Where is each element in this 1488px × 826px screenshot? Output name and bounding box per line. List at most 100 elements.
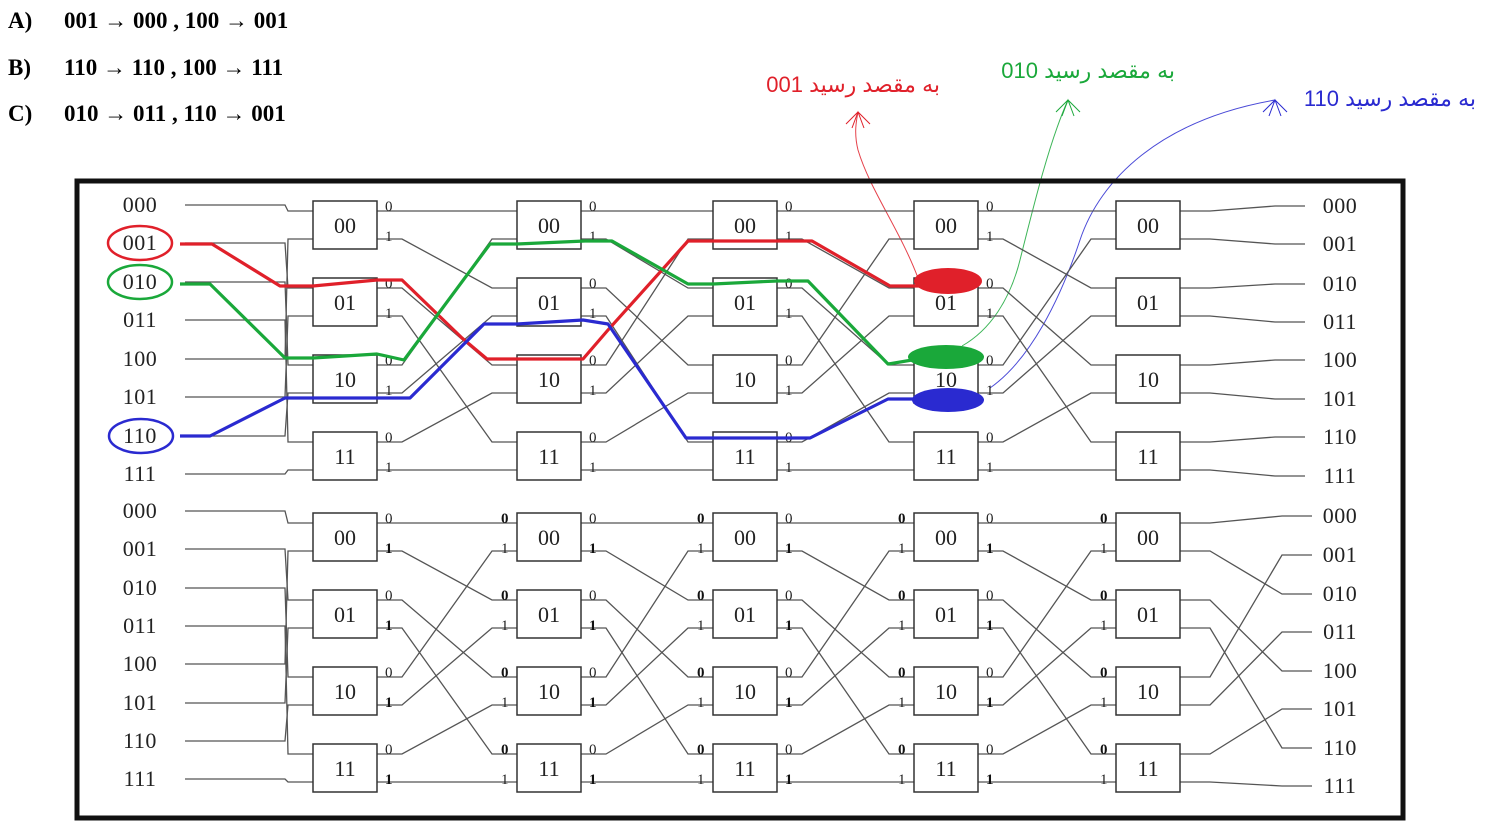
option-text: 110 → 110 , 100 → 111 — [64, 55, 283, 80]
switch-label: 01 — [935, 602, 957, 627]
port-label: 1 — [501, 541, 509, 557]
output-address-label: 011 — [1323, 619, 1357, 644]
switch-label: 11 — [538, 756, 559, 781]
input-address-label: 100 — [123, 346, 158, 371]
input-address-label: 001 — [123, 230, 158, 255]
port-label: 1 — [785, 695, 793, 711]
option-letter: C) — [8, 101, 32, 126]
port-label: 1 — [385, 383, 393, 399]
port-label: 0 — [986, 199, 994, 215]
switch-box — [913, 589, 979, 639]
switch-label: 01 — [935, 290, 957, 315]
port-label: 0 — [589, 430, 597, 446]
port-label: 0 — [589, 588, 597, 604]
shuffle-wire — [777, 315, 914, 443]
input-address-label: 000 — [123, 498, 158, 523]
switch-box — [712, 512, 778, 562]
port-label: 0 — [785, 588, 793, 604]
switch-label: 10 — [538, 367, 560, 392]
shuffle-wire — [777, 392, 914, 443]
switch-label: 10 — [1137, 367, 1159, 392]
port-label: 1 — [589, 618, 597, 634]
switch-label: 11 — [935, 756, 956, 781]
shuffle-wire — [777, 550, 914, 601]
switch-label: 00 — [1137, 525, 1159, 550]
shuffle-wire — [777, 704, 914, 755]
switch-box — [913, 512, 979, 562]
port-label: 0 — [986, 588, 994, 604]
output-wire — [1180, 359, 1305, 366]
port-label: 1 — [986, 618, 994, 634]
port-label: 0 — [385, 430, 393, 446]
shuffle-wire — [978, 392, 1116, 443]
switch-label: 00 — [334, 525, 356, 550]
switch-box — [1115, 277, 1181, 327]
output-wire — [1180, 631, 1312, 706]
input-address-label: 010 — [123, 269, 158, 294]
port-label: 1 — [1100, 772, 1108, 788]
port-label: 1 — [1100, 618, 1108, 634]
switch-label: 10 — [538, 679, 560, 704]
port-label: 0 — [785, 665, 793, 681]
destination-marker-110 — [912, 388, 984, 412]
shuffle-wire — [777, 550, 914, 678]
switch-label: 10 — [935, 367, 957, 392]
port-label: 0 — [501, 742, 509, 758]
shuffle-wire — [185, 242, 313, 289]
input-address-label: 011 — [123, 307, 157, 332]
switch-label: 11 — [935, 444, 956, 469]
annotation-text: 001 به مقصد رسید — [766, 72, 940, 97]
port-label: 0 — [898, 665, 906, 681]
output-address-label: 111 — [1324, 773, 1357, 798]
port-label: 0 — [697, 511, 705, 527]
shuffle-wire — [377, 238, 517, 289]
port-label: 1 — [589, 383, 597, 399]
port-label: 0 — [385, 511, 393, 527]
port-label: 0 — [501, 665, 509, 681]
input-address-label: 110 — [123, 423, 157, 448]
output-wire — [1180, 599, 1312, 672]
switch-box — [312, 666, 378, 716]
shuffle-wire — [377, 287, 517, 366]
port-label: 0 — [986, 430, 994, 446]
input-address-label: 101 — [123, 384, 158, 409]
port-label: 0 — [986, 742, 994, 758]
switch-box — [516, 277, 582, 327]
switch-box — [312, 589, 378, 639]
annotation-text: 110 به مقصد رسید — [1304, 86, 1476, 111]
port-label: 0 — [589, 199, 597, 215]
path-110 — [180, 318, 930, 440]
switch-box — [1115, 743, 1181, 793]
annotation-arrow — [855, 111, 919, 279]
port-label: 0 — [501, 511, 509, 527]
shuffle-wire — [581, 287, 713, 366]
port-label: 0 — [986, 511, 994, 527]
switch-label: 11 — [334, 444, 355, 469]
output-address-label: 011 — [1323, 309, 1357, 334]
input-address-label: 110 — [123, 728, 157, 753]
shuffle-wire — [185, 204, 313, 212]
switch-box — [913, 666, 979, 716]
output-address-label: 111 — [1324, 463, 1357, 488]
switch-label: 00 — [538, 525, 560, 550]
switch-box — [1115, 200, 1181, 250]
switch-box — [1115, 512, 1181, 562]
annotation-text: 010 به مقصد رسید — [1001, 58, 1175, 83]
output-wire — [1180, 283, 1305, 289]
port-label: 1 — [986, 306, 994, 322]
option-text: 001 → 000 , 100 → 001 — [64, 8, 288, 33]
shuffle-wire — [777, 287, 914, 366]
port-label: 0 — [785, 742, 793, 758]
arrow-head-icon — [845, 110, 871, 129]
shuffle-wire — [777, 238, 914, 366]
switch-box — [913, 431, 979, 481]
arrow-head-icon — [1262, 98, 1288, 117]
port-label: 0 — [986, 353, 994, 369]
shuffle-wire — [185, 587, 313, 678]
shuffle-wire — [377, 315, 517, 443]
path-010 — [180, 239, 931, 366]
port-label: 0 — [589, 353, 597, 369]
shuffle-wire — [581, 315, 713, 394]
shuffle-wire — [978, 550, 1116, 601]
port-label: 1 — [589, 460, 597, 476]
